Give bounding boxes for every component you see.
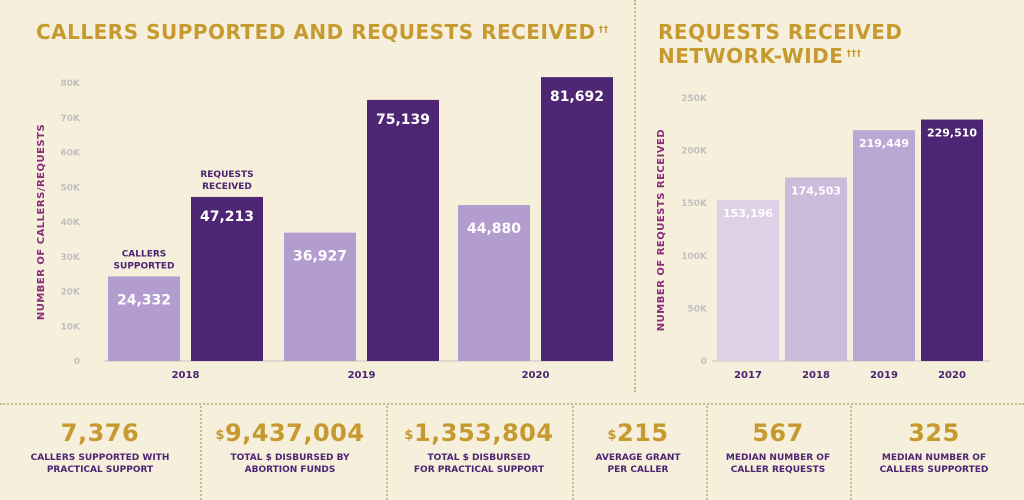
left-chart-footnote-mark: ††: [598, 25, 609, 35]
y-tick-label: 20K: [61, 288, 82, 298]
bar: [921, 119, 983, 361]
stat-value: $9,437,004: [195, 418, 385, 448]
bar-value-label: 81,692: [550, 89, 604, 105]
y-tick-label: 250K: [681, 94, 708, 104]
bar: [458, 205, 530, 361]
stat-label: AVERAGE GRANT PER CALLER: [595, 453, 681, 475]
stat-number: 1,353,804: [413, 419, 554, 447]
stat-divider: [572, 406, 574, 500]
stat-label: CALLERS SUPPORTED WITH PRACTICAL SUPPORT: [30, 453, 170, 475]
y-tick-label: 80K: [61, 79, 82, 89]
stat-item: $215 AVERAGE GRANT PER CALLER: [573, 418, 703, 476]
callers-callout-label: CALLERS: [122, 249, 167, 259]
right-chart-footnote-mark: †††: [846, 49, 862, 59]
stat-number: 325: [908, 419, 960, 447]
stat-item: $1,353,804 TOTAL $ DISBURSED FOR PRACTICA…: [384, 418, 574, 476]
requests-callout-label: RECEIVED: [202, 182, 252, 192]
x-category-label: 2017: [734, 370, 762, 381]
y-tick-label: 100K: [681, 252, 708, 262]
stat-item: $9,437,004 TOTAL $ DISBURSED BY ABORTION …: [195, 418, 385, 476]
y-tick-label: 0: [74, 357, 80, 367]
stat-divider: [706, 406, 708, 500]
stat-label: TOTAL $ DISBURSED FOR PRACTICAL SUPPORT: [413, 453, 545, 475]
bar-value-label: 36,927: [293, 249, 347, 265]
currency-symbol: $: [404, 428, 414, 443]
bar-value-label: 153,196: [723, 207, 773, 220]
bar: [284, 232, 356, 361]
y-tick-label: 40K: [61, 218, 82, 228]
stat-value: 7,376: [5, 418, 195, 448]
bar: [853, 130, 915, 361]
left-chart-title-text: CALLERS SUPPORTED AND REQUESTS RECEIVED: [36, 20, 596, 44]
stat-number: 9,437,004: [224, 419, 365, 447]
stat-divider: [386, 406, 388, 500]
stat-value: $1,353,804: [384, 418, 574, 448]
stat-number: 7,376: [60, 419, 140, 447]
bar-value-label: 75,139: [376, 112, 430, 128]
bar-value-label: 44,880: [467, 221, 521, 237]
y-tick-label: 70K: [61, 114, 82, 124]
x-category-label: 2018: [172, 370, 200, 381]
x-category-label: 2019: [870, 370, 898, 381]
stat-number: 215: [616, 419, 669, 447]
right-chart-title: REQUESTS RECEIVED NETWORK-WIDE †††: [658, 20, 978, 68]
stat-item: 7,376 CALLERS SUPPORTED WITH PRACTICAL SU…: [5, 418, 195, 476]
stat-item: 325 MEDIAN NUMBER OF CALLERS SUPPORTED: [849, 418, 1019, 476]
bar-value-label: 24,332: [117, 292, 171, 308]
bar: [191, 196, 263, 361]
x-category-label: 2018: [802, 370, 830, 381]
currency-symbol: $: [607, 428, 617, 443]
y-tick-label: 200K: [681, 147, 708, 157]
y-tick-label: 10K: [61, 322, 82, 332]
left-chart-title: CALLERS SUPPORTED AND REQUESTS RECEIVED †…: [36, 20, 609, 44]
bar: [717, 199, 779, 361]
requests-callout-label: REQUESTS: [200, 170, 253, 180]
stat-divider: [200, 406, 202, 500]
y-tick-label: 30K: [61, 253, 82, 263]
callers-callout-label: SUPPORTED: [114, 261, 175, 271]
bar-value-label: 229,510: [927, 127, 977, 140]
stat-number: 567: [752, 419, 804, 447]
y-axis-label: NUMBER OF REQUESTS RECEIVED: [656, 129, 667, 331]
stat-divider: [850, 406, 852, 500]
bar-value-label: 47,213: [200, 209, 254, 225]
stat-value: 325: [849, 418, 1019, 448]
y-tick-label: 150K: [681, 199, 708, 209]
y-axis-label: NUMBER OF CALLERS/REQUESTS: [36, 124, 47, 320]
bar-value-label: 174,503: [791, 184, 841, 197]
currency-symbol: $: [215, 428, 225, 443]
bar: [785, 177, 847, 361]
right-chart-title-text: REQUESTS RECEIVED NETWORK-WIDE: [658, 20, 903, 68]
stat-value: 567: [708, 418, 848, 448]
stat-label: MEDIAN NUMBER OF CALLER REQUESTS: [725, 453, 831, 475]
bar: [367, 99, 439, 362]
horizontal-divider: [0, 403, 1024, 405]
network-requests-chart: NUMBER OF REQUESTS RECEIVED 0 50K 100K 150K 2…: [656, 94, 990, 381]
bar: [541, 77, 613, 361]
stat-value: $215: [573, 418, 703, 448]
stat-label: TOTAL $ DISBURSED BY ABORTION FUNDS: [230, 453, 350, 475]
bar: [108, 276, 180, 361]
stat-label: MEDIAN NUMBER OF CALLERS SUPPORTED: [879, 453, 989, 475]
callers-requests-chart: NUMBER OF CALLERS/REQUESTS 0 10K 20K 30K 40K 5…: [36, 77, 614, 381]
x-category-label: 2019: [348, 370, 376, 381]
y-tick-label: 60K: [61, 149, 82, 159]
y-tick-label: 0: [701, 357, 707, 367]
vertical-divider: [634, 0, 636, 392]
y-tick-label: 50K: [61, 183, 82, 193]
x-category-label: 2020: [522, 370, 550, 381]
bar-value-label: 219,449: [859, 137, 909, 150]
stat-item: 567 MEDIAN NUMBER OF CALLER REQUESTS: [708, 418, 848, 476]
x-category-label: 2020: [938, 370, 966, 381]
y-tick-label: 50K: [688, 304, 709, 314]
